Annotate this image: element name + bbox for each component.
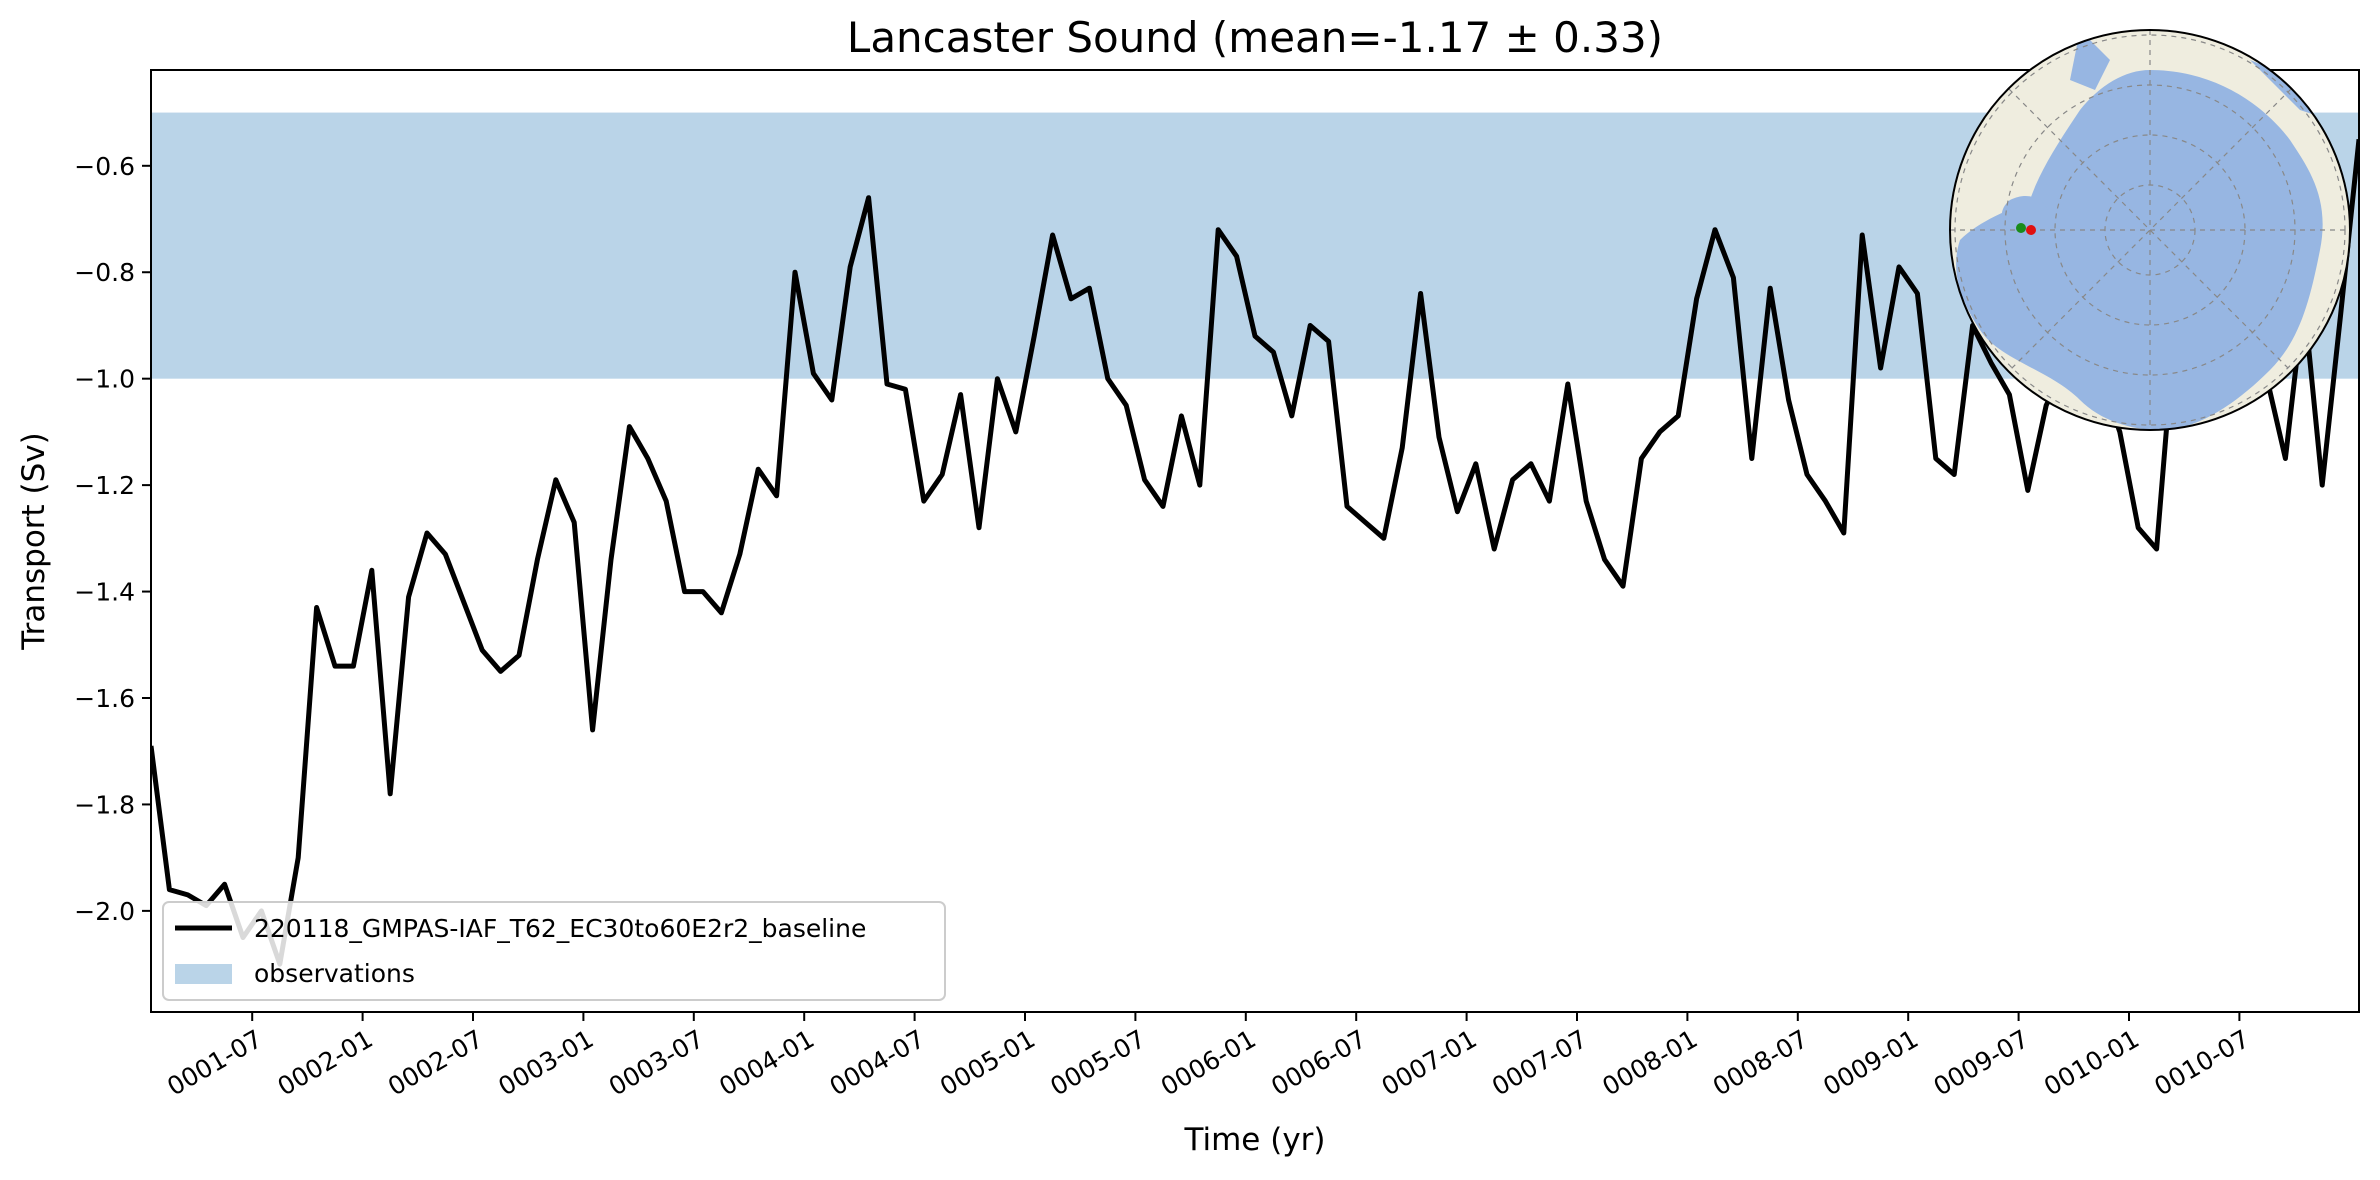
x-tick-label: 0002-07 bbox=[383, 1024, 488, 1101]
chart-title: Lancaster Sound (mean=-1.17 ± 0.33) bbox=[847, 13, 1663, 62]
x-tick-label: 0006-07 bbox=[1266, 1024, 1371, 1101]
x-tick-label: 0010-07 bbox=[2149, 1024, 2254, 1101]
legend-band-swatch bbox=[175, 964, 232, 984]
legend-observations-label: observations bbox=[254, 959, 415, 988]
y-tick-label: −1.0 bbox=[74, 365, 135, 394]
x-tick-label: 0010-01 bbox=[2039, 1024, 2144, 1101]
y-axis-ticks: −2.0 −1.8 −1.6 −1.4 −1.2 −1.0 −0.8 −0.6 bbox=[74, 152, 151, 926]
x-tick-label: 0008-01 bbox=[1597, 1024, 1702, 1101]
x-tick-label: 0007-01 bbox=[1377, 1024, 1482, 1101]
y-tick-label: −1.2 bbox=[74, 471, 135, 500]
y-tick-label: −0.6 bbox=[74, 152, 135, 181]
legend-box bbox=[162, 901, 946, 1001]
x-tick-label: 0002-01 bbox=[273, 1024, 378, 1101]
x-tick-label: 0008-07 bbox=[1708, 1024, 1813, 1101]
inset-border bbox=[1949, 29, 2351, 431]
x-tick-label: 0007-07 bbox=[1487, 1024, 1592, 1101]
inset-map bbox=[1949, 29, 2351, 431]
plot-frame bbox=[150, 69, 2360, 1013]
legend-series-label: 220118_GMPAS-IAF_T62_EC30to60E2r2_baseli… bbox=[254, 914, 866, 943]
series-line bbox=[151, 138, 2359, 967]
x-tick-label: 0009-01 bbox=[1818, 1024, 1923, 1101]
y-tick-label: −2.0 bbox=[74, 897, 135, 926]
x-tick-label: 0005-07 bbox=[1045, 1024, 1150, 1101]
y-tick-label: −1.4 bbox=[74, 578, 135, 607]
inset-grid bbox=[1950, 30, 2350, 430]
x-axis-label: Time (yr) bbox=[1184, 1122, 1326, 1158]
x-tick-label: 0006-01 bbox=[1156, 1024, 1261, 1101]
y-axis-label: Transport (Sv) bbox=[16, 432, 52, 651]
x-tick-label: 0001-07 bbox=[162, 1024, 267, 1101]
x-tick-label: 0005-01 bbox=[935, 1024, 1040, 1101]
x-tick-label: 0009-07 bbox=[1929, 1024, 2034, 1101]
y-tick-label: −1.6 bbox=[74, 684, 135, 713]
x-axis-ticks: 0001-07 0002-01 0002-07 0003-01 0003-07 0004-… bbox=[162, 1012, 2254, 1101]
x-tick-label: 0004-01 bbox=[714, 1024, 819, 1101]
x-tick-label: 0004-07 bbox=[825, 1024, 930, 1101]
inset-marker-red bbox=[2026, 225, 2036, 235]
y-tick-label: −1.8 bbox=[74, 790, 135, 819]
legend: 220118_GMPAS-IAF_T62_EC30to60E2r2_baseli… bbox=[162, 901, 946, 1001]
y-tick-label: −0.8 bbox=[74, 258, 135, 287]
x-tick-label: 0003-07 bbox=[604, 1024, 709, 1101]
inset-marker-green bbox=[2016, 223, 2026, 233]
x-tick-label: 0003-01 bbox=[493, 1024, 598, 1101]
